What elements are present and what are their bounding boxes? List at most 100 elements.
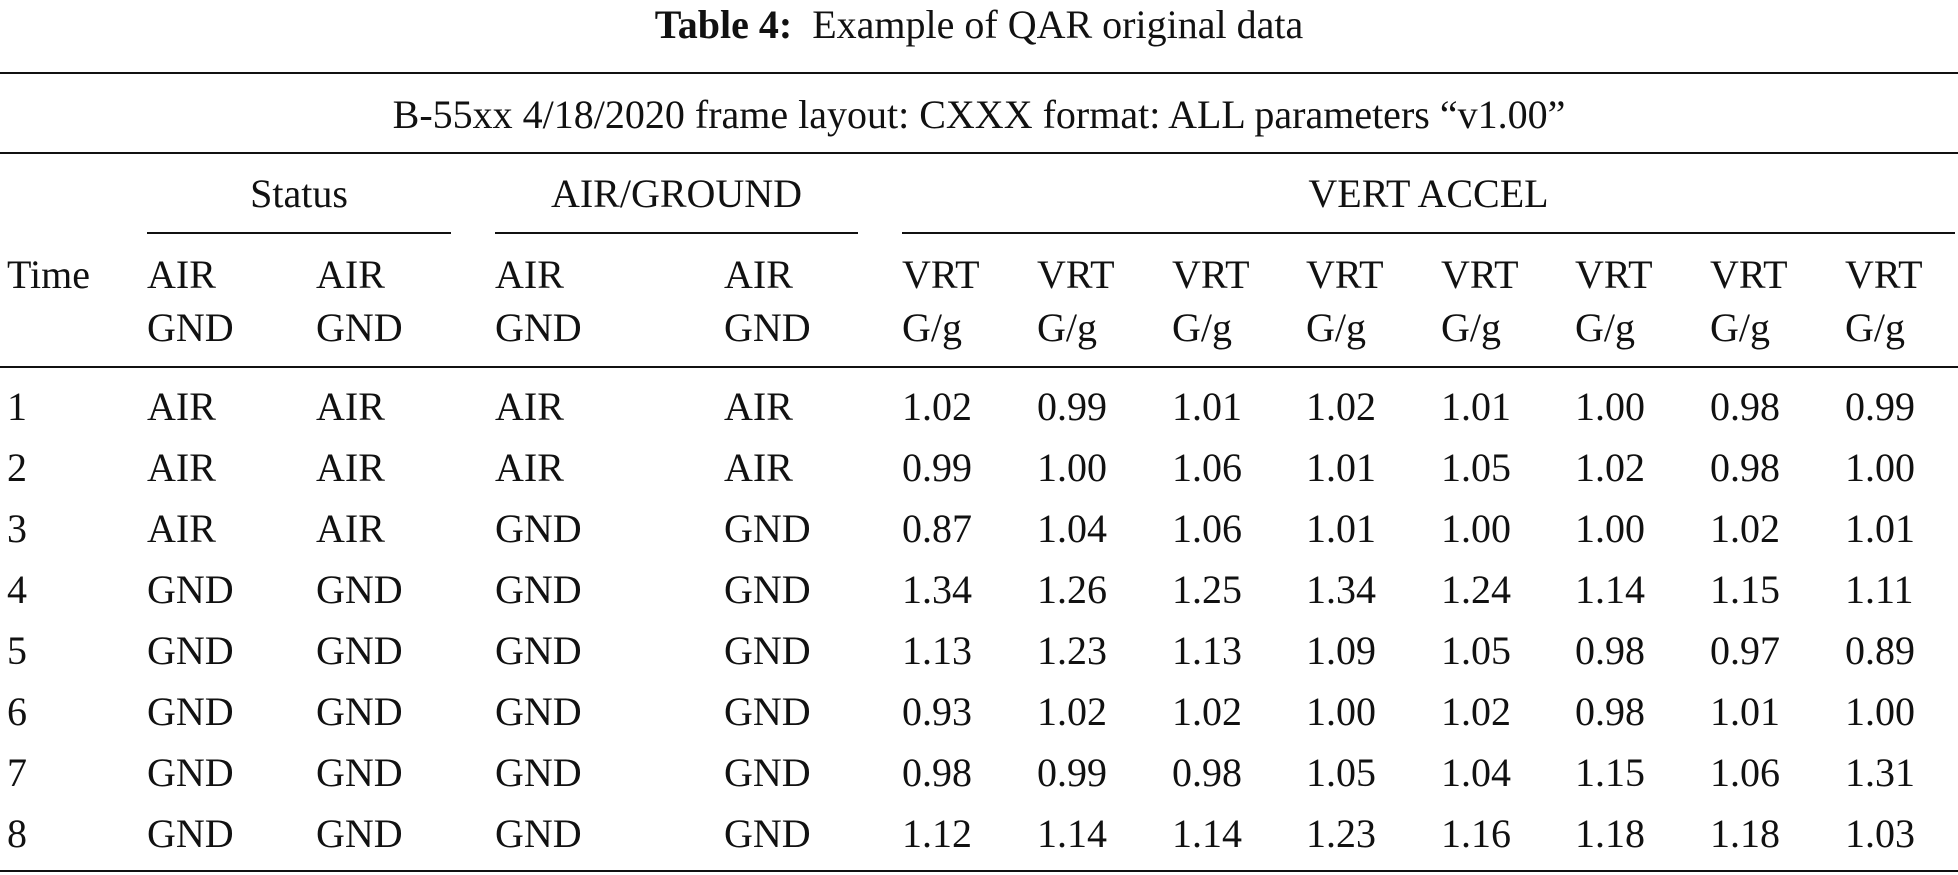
group-header: AIR/GROUND — [550, 171, 803, 216]
cell: AIR — [724, 384, 793, 429]
cell: 1 — [7, 384, 27, 429]
cell: 1.06 — [1710, 750, 1780, 795]
cell: AIR — [724, 445, 793, 490]
cell: 2 — [7, 445, 27, 490]
cell: 0.87 — [902, 506, 972, 551]
cell: GND — [495, 506, 582, 551]
cell: 1.02 — [902, 384, 972, 429]
column-header: AIR — [495, 252, 564, 297]
cell: 1.12 — [902, 811, 972, 856]
cell: GND — [495, 628, 582, 673]
top-rule — [0, 72, 1958, 74]
cell: 0.89 — [1845, 628, 1915, 673]
cell: 1.25 — [1172, 567, 1242, 612]
cell: 1.01 — [1306, 445, 1376, 490]
cell: AIR — [316, 445, 385, 490]
cell: 1.02 — [1575, 445, 1645, 490]
column-header: G/g — [1441, 305, 1501, 350]
cell: AIR — [147, 506, 216, 551]
cell: 7 — [7, 750, 27, 795]
rule — [0, 366, 1958, 368]
cell: 1.06 — [1172, 445, 1242, 490]
column-header: VRT — [1037, 252, 1115, 297]
cell: GND — [147, 567, 234, 612]
group-header: VERT ACCEL — [1308, 171, 1549, 216]
column-header: VRT — [1441, 252, 1519, 297]
cell: 1.01 — [1710, 689, 1780, 734]
cell: GND — [495, 689, 582, 734]
column-header: G/g — [1037, 305, 1097, 350]
cell: 1.02 — [1710, 506, 1780, 551]
cell: 0.98 — [1575, 689, 1645, 734]
cell: 1.05 — [1441, 445, 1511, 490]
cell: 1.15 — [1575, 750, 1645, 795]
cell: GND — [316, 628, 403, 673]
cell: 4 — [7, 567, 27, 612]
cell: 1.01 — [1441, 384, 1511, 429]
cell: GND — [724, 811, 811, 856]
cell: GND — [316, 811, 403, 856]
cell: GND — [147, 750, 234, 795]
cell: 1.34 — [1306, 567, 1376, 612]
group-rule — [902, 232, 1955, 234]
cell: 1.00 — [1845, 445, 1915, 490]
column-header: GND — [724, 305, 811, 350]
cell: 1.01 — [1845, 506, 1915, 551]
cell: GND — [147, 628, 234, 673]
column-header: VRT — [1172, 252, 1250, 297]
cell: 1.02 — [1037, 689, 1107, 734]
cell: 1.14 — [1037, 811, 1107, 856]
cell: 1.18 — [1575, 811, 1645, 856]
cell: 1.18 — [1710, 811, 1780, 856]
cell: GND — [495, 811, 582, 856]
cell: 1.00 — [1306, 689, 1376, 734]
cell: 8 — [7, 811, 27, 856]
caption-text: Example of QAR original data — [812, 2, 1304, 47]
cell: 1.03 — [1845, 811, 1915, 856]
cell: 1.09 — [1306, 628, 1376, 673]
column-header: GND — [316, 305, 403, 350]
cell: 0.99 — [1037, 384, 1107, 429]
cell: 0.99 — [1037, 750, 1107, 795]
cell: 6 — [7, 689, 27, 734]
cell: 1.26 — [1037, 567, 1107, 612]
cell: 1.31 — [1845, 750, 1915, 795]
cell: 1.00 — [1037, 445, 1107, 490]
cell: GND — [724, 628, 811, 673]
column-header: VRT — [1845, 252, 1923, 297]
cell: 5 — [7, 628, 27, 673]
column-header: G/g — [1710, 305, 1770, 350]
cell: GND — [316, 750, 403, 795]
column-header: VRT — [902, 252, 980, 297]
cell: AIR — [495, 384, 564, 429]
cell: 1.16 — [1441, 811, 1511, 856]
cell: 0.99 — [902, 445, 972, 490]
column-header: VRT — [1306, 252, 1384, 297]
cell: 1.01 — [1306, 506, 1376, 551]
caption: Table 4: Example of QAR original data — [655, 5, 1303, 45]
cell: AIR — [316, 506, 385, 551]
group-header: Status — [250, 171, 348, 216]
cell: 1.00 — [1575, 384, 1645, 429]
cell: GND — [147, 811, 234, 856]
cell: 1.34 — [902, 567, 972, 612]
cell: 1.14 — [1575, 567, 1645, 612]
cell: AIR — [495, 445, 564, 490]
cell: 0.93 — [902, 689, 972, 734]
column-header: G/g — [1172, 305, 1232, 350]
cell: 1.00 — [1845, 689, 1915, 734]
group-rule — [147, 232, 451, 234]
cell: AIR — [147, 445, 216, 490]
column-header: VRT — [1710, 252, 1788, 297]
cell: 1.13 — [1172, 628, 1242, 673]
cell: 1.02 — [1306, 384, 1376, 429]
cell: 1.02 — [1441, 689, 1511, 734]
cell: 1.13 — [902, 628, 972, 673]
rule — [0, 152, 1958, 154]
bottom-rule — [0, 870, 1958, 872]
column-header: AIR — [316, 252, 385, 297]
group-rule — [495, 232, 858, 234]
cell: GND — [147, 689, 234, 734]
cell: GND — [724, 567, 811, 612]
